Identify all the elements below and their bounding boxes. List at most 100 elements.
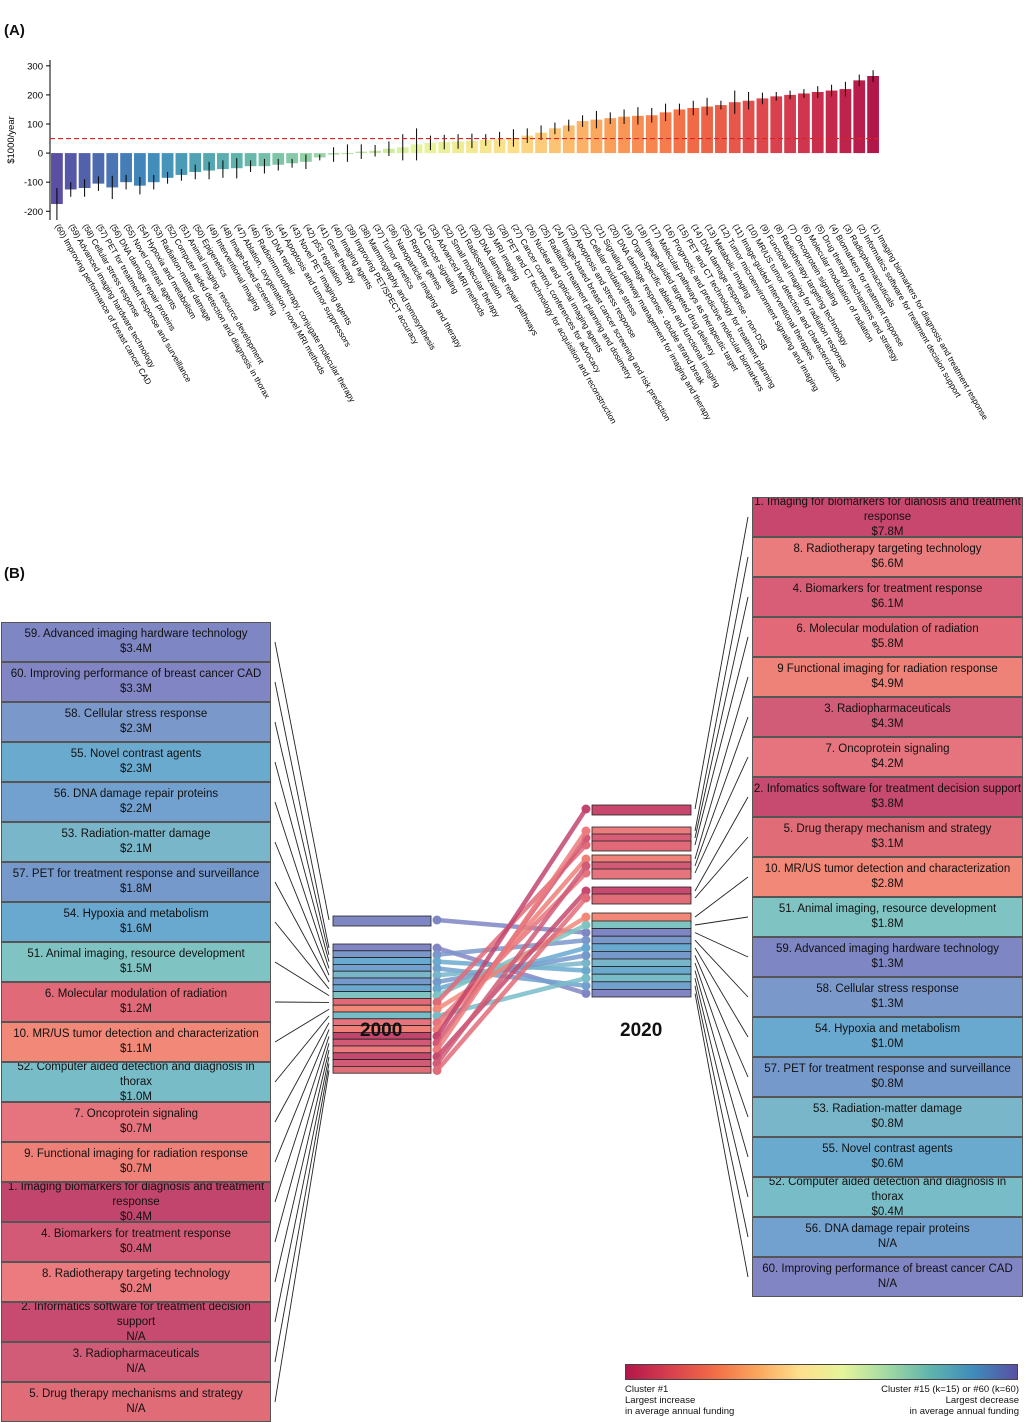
stack-2000-segment xyxy=(332,1052,432,1061)
stack-2020-segment xyxy=(591,989,692,998)
rank-change-dot xyxy=(432,1004,442,1014)
right-leader-line xyxy=(694,955,749,1078)
right-cluster-title: 10. MR/US tumor detection and characteri… xyxy=(764,863,1011,875)
stack-2000-segment xyxy=(332,1059,432,1067)
right-cluster-amount: N/A xyxy=(877,1238,898,1250)
left-leader-line xyxy=(274,1063,330,1363)
right-cluster-title: 58. Cellular stress response xyxy=(816,983,959,995)
bar xyxy=(867,76,879,154)
year-label-2020: 2020 xyxy=(620,1020,663,1041)
rank-change-dot xyxy=(432,957,442,967)
bar xyxy=(147,153,160,183)
right-leader-line xyxy=(694,796,749,892)
stack-2000-segment xyxy=(332,950,432,958)
bar xyxy=(120,153,132,183)
right-leader-line xyxy=(694,993,749,1278)
colorbar-right-line2: Largest decrease xyxy=(945,1395,1019,1406)
colorbar-right-line3: in average annual funding xyxy=(909,1406,1019,1417)
right-leader-line xyxy=(694,676,749,860)
bar xyxy=(479,140,492,154)
right-cluster-title: 3. Radiopharmaceuticals xyxy=(824,703,951,715)
rank-change-line xyxy=(434,922,589,998)
stack-2000-segment xyxy=(332,984,432,992)
left-cluster-box: 10. MR/US tumor detection and characteri… xyxy=(1,1022,271,1062)
bar xyxy=(64,153,77,190)
right-cluster-title: 60. Improving performance of breast canc… xyxy=(762,1263,1013,1275)
rank-change-dot xyxy=(432,970,442,980)
right-leader-line xyxy=(694,716,749,867)
right-cluster-amount: $4.9M xyxy=(871,678,904,690)
left-cluster-box: 6. Molecular modulation of radiation $1.2… xyxy=(1,982,271,1022)
right-cluster-title: 5. Drug therapy mechanism and strategy xyxy=(783,823,992,835)
left-cluster-title: 2. Informatics software for treatment de… xyxy=(21,1302,251,1328)
left-cluster-amount: $0.4M xyxy=(120,1210,152,1222)
right-cluster-title: 55. Novel contrast agents xyxy=(822,1143,953,1155)
left-cluster-title: 1. Imaging biomarkers for diagnosis and … xyxy=(7,1182,265,1208)
stack-2000-segment xyxy=(332,957,432,965)
right-leader-line xyxy=(694,985,749,1238)
y-tick-label: -100 xyxy=(24,178,43,189)
colorbar-left-line3: in average annual funding xyxy=(625,1406,735,1417)
left-cluster-amount: $1.8M xyxy=(120,883,152,895)
right-leader-line xyxy=(694,978,749,1198)
right-leader-line xyxy=(694,876,749,918)
right-cluster-box: 9 Functional imaging for radiation respo… xyxy=(752,657,1023,697)
left-cluster-title: 10. MR/US tumor detection and characteri… xyxy=(13,1028,259,1040)
right-cluster-box: 8. Radiotherapy targeting technology $6.6… xyxy=(752,537,1023,577)
left-leader-line xyxy=(274,1049,330,1283)
rank-change-dot xyxy=(581,973,591,983)
right-cluster-title: 8. Radiotherapy targeting technology xyxy=(793,543,982,555)
right-cluster-amount: $1.3M xyxy=(871,998,904,1010)
right-cluster-box: 55. Novel contrast agents $0.6M xyxy=(752,1137,1023,1177)
bar xyxy=(51,153,63,204)
rank-change-dot xyxy=(581,958,591,968)
left-cluster-amount: $1.5M xyxy=(120,963,152,975)
rank-change-dot xyxy=(581,988,591,998)
right-cluster-amount: $0.4M xyxy=(871,1205,904,1217)
colorbar-left-line2: Largest increase xyxy=(625,1395,696,1406)
stack-2020-segment xyxy=(591,958,692,967)
stack-2020-segment xyxy=(591,928,692,937)
stack-2000-segment xyxy=(332,977,432,986)
right-cluster-amount: $6.6M xyxy=(871,558,904,570)
rank-change-line xyxy=(434,806,589,1039)
left-cluster-title: 4. Biomarkers for treatment response xyxy=(41,1228,231,1240)
bar xyxy=(549,128,561,154)
right-cluster-amount: $1.0M xyxy=(871,1038,904,1050)
right-cluster-title: 6. Molecular modulation of radiation xyxy=(796,623,979,635)
bar xyxy=(659,112,672,154)
stack-2020-segment xyxy=(591,943,692,952)
left-cluster-box: 51. Animal imaging, resource development… xyxy=(1,942,271,982)
year-label-2000: 2000 xyxy=(360,1020,403,1041)
y-tick-label: 100 xyxy=(27,120,43,131)
panel-a-label: (A) xyxy=(4,22,25,39)
left-cluster-box: 60. Improving performance of breast canc… xyxy=(1,662,271,702)
left-cluster-amount: $2.3M xyxy=(120,763,152,775)
right-leader-line xyxy=(694,636,749,846)
left-cluster-box: 5. Drug therapy mechanisms and strategy N… xyxy=(1,1382,271,1422)
left-cluster-amount: $3.4M xyxy=(120,643,152,655)
left-cluster-box: 56. DNA damage repair proteins $2.2M xyxy=(1,782,271,822)
stack-2000-segment xyxy=(332,1004,432,1013)
bar xyxy=(853,80,866,154)
y-tick-label: 300 xyxy=(27,61,43,72)
bar xyxy=(701,106,713,154)
bar xyxy=(728,102,741,154)
rank-change-line xyxy=(434,895,589,1073)
colorbar-right-caption: Cluster #15 (k=15) or #60 (k=60) Largest… xyxy=(881,1384,1019,1417)
left-cluster-box: 58. Cellular stress response $2.3M xyxy=(1,702,271,742)
right-cluster-title: 53. Radiation-matter damage xyxy=(813,1103,962,1115)
bar xyxy=(604,118,617,154)
right-cluster-amount: $1.3M xyxy=(871,958,904,970)
right-cluster-amount: $2.8M xyxy=(871,878,904,890)
left-cluster-box: 2. Informatics software for treatment de… xyxy=(1,1302,271,1342)
right-cluster-amount: N/A xyxy=(877,1278,898,1290)
left-leader-line xyxy=(274,721,330,955)
right-cluster-title: 2. Infomatics software for treatment dec… xyxy=(753,783,1022,795)
right-cluster-title: 4. Biomarkers for treatment response xyxy=(792,583,983,595)
bar xyxy=(839,89,852,154)
left-leader-line xyxy=(274,1056,330,1323)
rank-change-dot xyxy=(432,977,442,987)
right-cluster-box: 7. Oncoprotein signaling $4.2M xyxy=(752,737,1023,777)
